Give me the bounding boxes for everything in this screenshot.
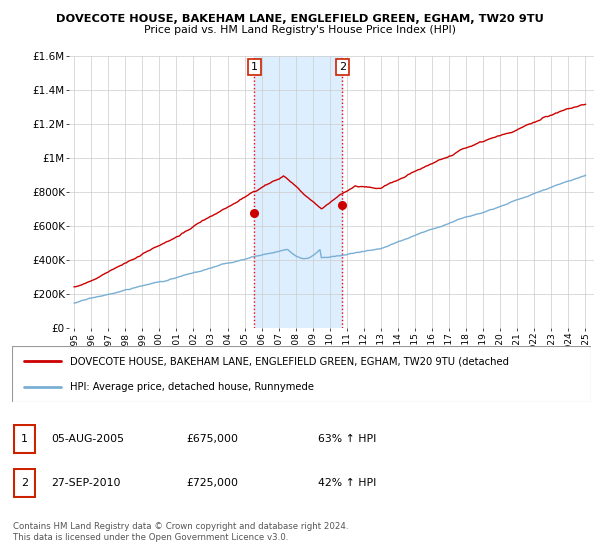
Text: 05-AUG-2005: 05-AUG-2005 — [51, 435, 124, 444]
Text: 2: 2 — [21, 478, 28, 488]
Text: DOVECOTE HOUSE, BAKEHAM LANE, ENGLEFIELD GREEN, EGHAM, TW20 9TU: DOVECOTE HOUSE, BAKEHAM LANE, ENGLEFIELD… — [56, 14, 544, 24]
FancyBboxPatch shape — [12, 346, 591, 402]
Text: Contains HM Land Registry data © Crown copyright and database right 2024.: Contains HM Land Registry data © Crown c… — [13, 522, 349, 531]
Text: 1: 1 — [21, 435, 28, 444]
Text: This data is licensed under the Open Government Licence v3.0.: This data is licensed under the Open Gov… — [13, 533, 289, 542]
Text: £725,000: £725,000 — [186, 478, 238, 488]
Text: Price paid vs. HM Land Registry's House Price Index (HPI): Price paid vs. HM Land Registry's House … — [144, 25, 456, 35]
Text: 1: 1 — [251, 62, 258, 72]
Text: DOVECOTE HOUSE, BAKEHAM LANE, ENGLEFIELD GREEN, EGHAM, TW20 9TU (detached: DOVECOTE HOUSE, BAKEHAM LANE, ENGLEFIELD… — [70, 356, 509, 366]
Bar — [254, 56, 342, 328]
FancyBboxPatch shape — [14, 469, 35, 497]
Text: HPI: Average price, detached house, Runnymede: HPI: Average price, detached house, Runn… — [70, 382, 314, 392]
Text: 27-SEP-2010: 27-SEP-2010 — [51, 478, 121, 488]
Text: 2: 2 — [338, 62, 346, 72]
FancyBboxPatch shape — [14, 426, 35, 453]
Text: £675,000: £675,000 — [186, 435, 238, 444]
Text: 63% ↑ HPI: 63% ↑ HPI — [318, 435, 376, 444]
Text: 42% ↑ HPI: 42% ↑ HPI — [318, 478, 376, 488]
